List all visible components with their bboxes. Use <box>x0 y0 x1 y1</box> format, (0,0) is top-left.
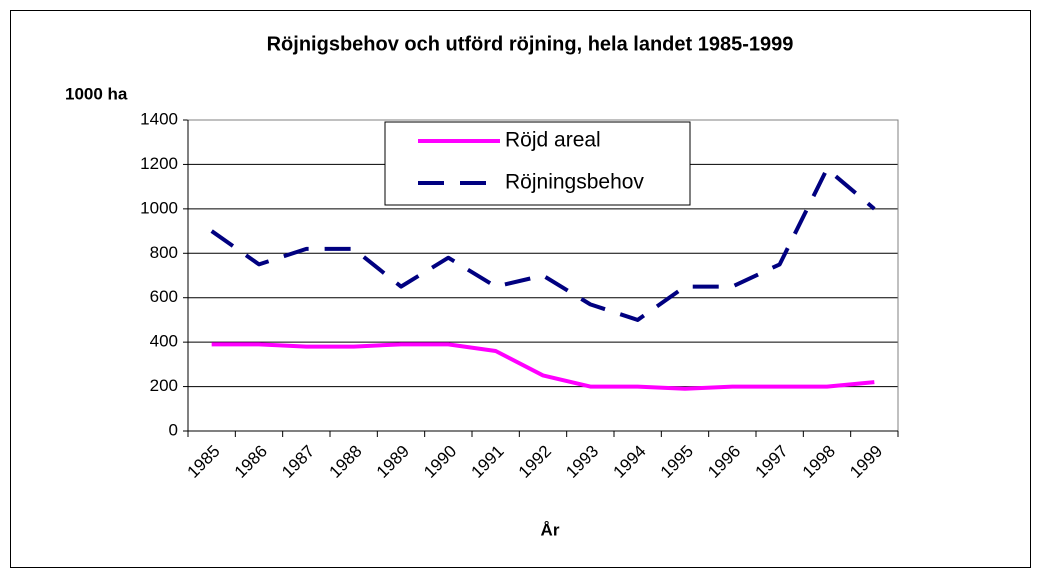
legend-box <box>384 121 691 206</box>
x-axis-label: År <box>541 520 560 539</box>
y-tick-label: 1000 <box>140 198 178 217</box>
y-axis-label: 1000 ha <box>65 84 128 103</box>
data-line <box>211 342 875 391</box>
y-tick-label: 400 <box>150 332 178 351</box>
chart-frame <box>10 10 1031 568</box>
legend-label: Röjd areal <box>505 129 601 152</box>
chart-title: Röjnigsbehov och utförd röjning, hela la… <box>267 33 794 55</box>
y-tick-label: 600 <box>150 287 178 306</box>
y-tick-label: 1200 <box>140 154 178 173</box>
y-tick-label: 200 <box>150 376 178 395</box>
legend-label: Röjningsbehov <box>505 171 644 194</box>
y-tick-label: 0 <box>169 420 178 439</box>
y-tick-label: 1400 <box>140 109 178 128</box>
y-tick-label: 800 <box>150 243 178 262</box>
